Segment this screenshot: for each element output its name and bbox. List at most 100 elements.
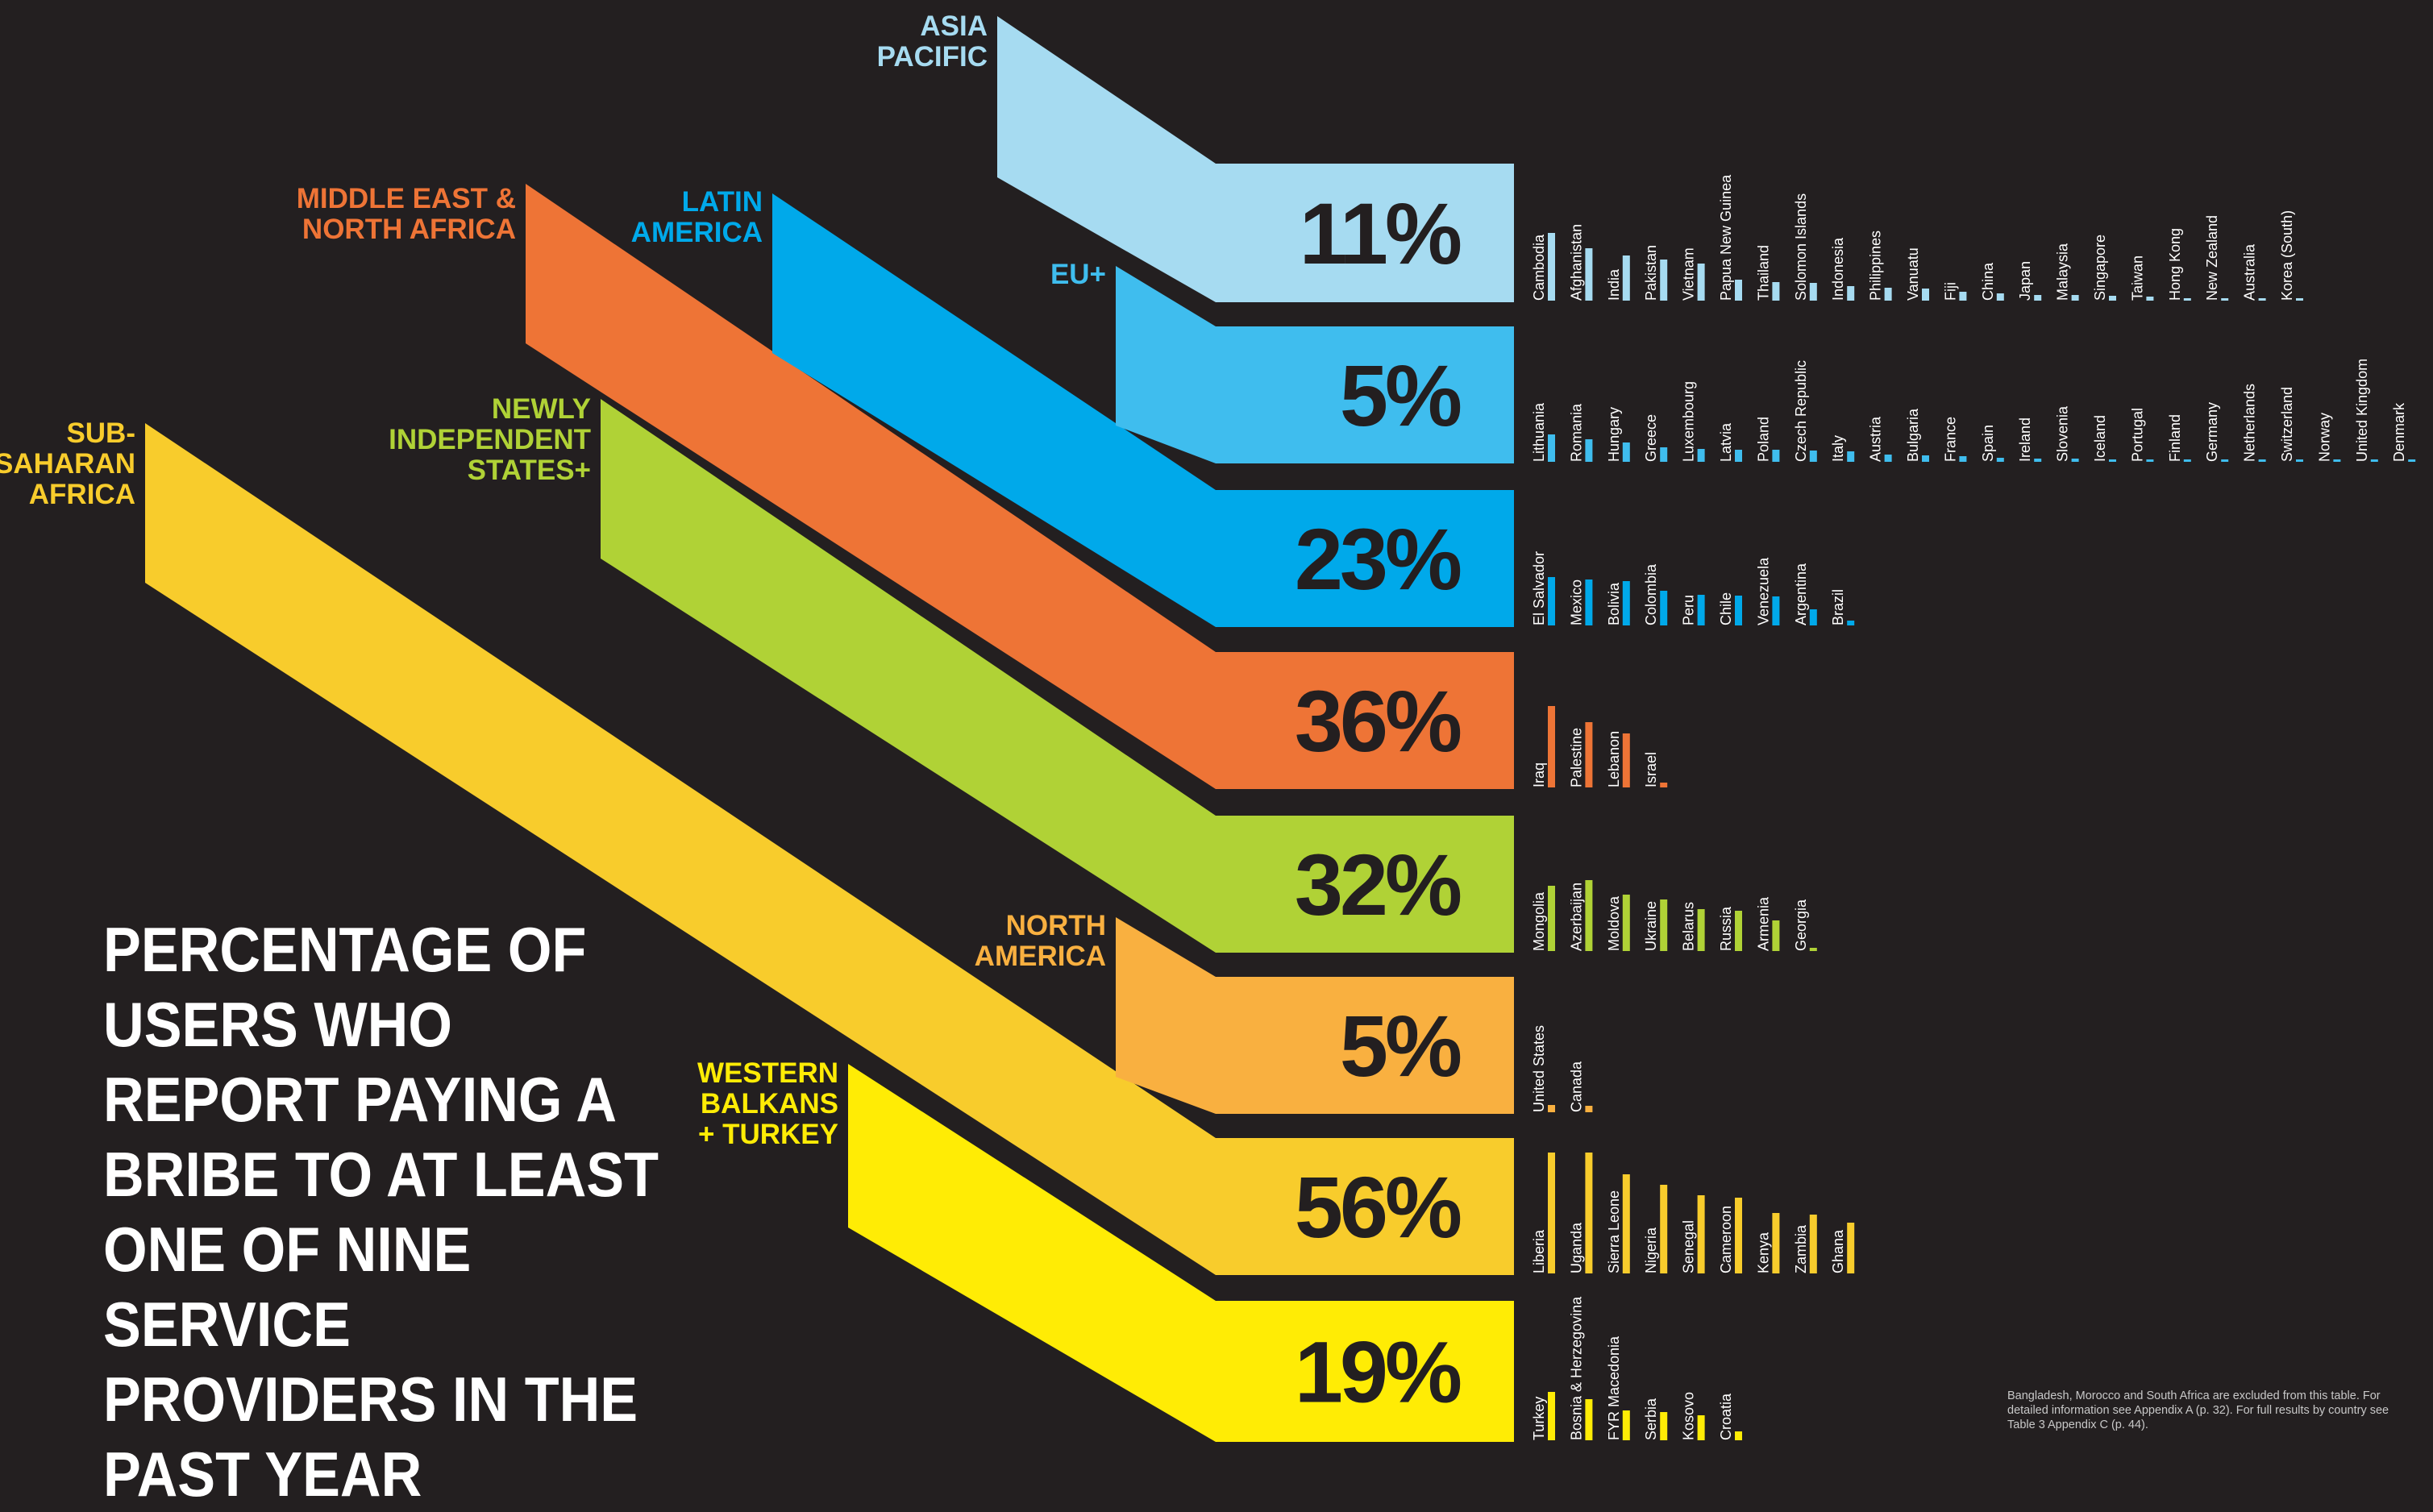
country-label: Peru (1681, 595, 1697, 625)
region-label: NEWLY (492, 393, 591, 425)
country-label: Cameroon (1718, 1206, 1734, 1273)
country-label: Sierra Leone (1606, 1190, 1622, 1273)
country-bar (1697, 1415, 1705, 1440)
country-label: Taiwan (2129, 255, 2145, 301)
country-label: United Kingdom (2354, 359, 2370, 462)
region-label: AFRICA (29, 479, 135, 510)
country-bar (1847, 286, 1855, 301)
country-label: Netherlands (2242, 384, 2258, 462)
country-bar (2146, 459, 2154, 462)
country-bar (2034, 295, 2042, 301)
region-label: ASIA (920, 10, 988, 42)
country-label: Palestine (1568, 728, 1584, 787)
percent-label: 19% (1295, 1323, 1461, 1421)
ribbon-shape (1116, 917, 1514, 1114)
country-label: Czech Republic (1793, 360, 1809, 462)
country-bar (1660, 1185, 1668, 1273)
percent-label: 11% (1300, 185, 1461, 282)
country-label: Bulgaria (1905, 408, 1921, 462)
country-bar (1660, 591, 1668, 625)
country-bar (1585, 880, 1593, 951)
country-bar (1809, 1215, 1817, 1273)
region-label: + TURKEY (698, 1119, 838, 1150)
country-label: Ghana (1830, 1229, 1846, 1273)
country-label: Azerbaijan (1568, 883, 1584, 951)
country-bar (1585, 248, 1593, 301)
country-label: Lebanon (1606, 731, 1622, 787)
country-label: Belarus (1681, 902, 1697, 951)
percent-label: 56% (1295, 1158, 1461, 1256)
country-bar (1772, 920, 1780, 951)
country-label: Moldova (1606, 895, 1622, 951)
country-label: FYR Macedonia (1606, 1335, 1622, 1440)
ribbon-shape (848, 1064, 1514, 1442)
region-label: AMERICA (631, 217, 763, 248)
country-label: Georgia (1793, 899, 1809, 951)
country-label: Mexico (1568, 579, 1584, 625)
country-label: New Zealand (2204, 215, 2220, 301)
country-label: Vietnam (1681, 247, 1697, 301)
country-series-0: Cambodia Afghanistan India Pakistan Vietnam P… (1531, 174, 2303, 301)
country-label: Colombia (1643, 563, 1659, 625)
country-series-5: United States Canada (1531, 1025, 1593, 1112)
country-bar (1996, 293, 2004, 301)
country-label: Afghanistan (1568, 224, 1584, 301)
country-label: Poland (1755, 417, 1771, 462)
country-bar (1735, 911, 1742, 951)
country-bar (1622, 255, 1630, 301)
country-bar (1697, 1195, 1705, 1273)
country-bar (1585, 722, 1593, 787)
country-label: Turkey (1531, 1397, 1547, 1440)
country-label: Venezuela (1755, 557, 1771, 625)
country-label: Russia (1718, 906, 1734, 951)
country-label: Armenia (1755, 896, 1771, 951)
country-label: Thailand (1755, 245, 1771, 301)
bribery-chart: 56%SUB-SAHARANAFRICA32%NEWLYINDEPENDENTS… (0, 10, 2416, 1442)
country-bar (2221, 459, 2229, 462)
country-bar (1922, 289, 1929, 301)
country-label: United States (1531, 1025, 1547, 1112)
region-label: SUB- (66, 417, 135, 449)
country-label: Croatia (1718, 1393, 1734, 1440)
country-label: Ukraine (1643, 901, 1659, 951)
country-label: Germany (2204, 402, 2220, 462)
region-label: AMERICA (975, 941, 1106, 972)
country-bar (2183, 298, 2191, 301)
country-bar (1548, 1105, 1555, 1112)
country-bar (1772, 1213, 1780, 1273)
country-label: Iraq (1531, 762, 1547, 787)
country-bar (1548, 886, 1555, 951)
country-label: Indonesia (1830, 237, 1846, 301)
country-label: Spain (1980, 425, 1996, 462)
country-bar (1697, 264, 1705, 301)
country-bar (2109, 296, 2116, 301)
country-bar (1809, 948, 1817, 951)
country-bar (1548, 233, 1555, 301)
country-bar (1660, 783, 1668, 787)
region-label: LATIN (682, 186, 763, 218)
region-label: WESTERN (697, 1057, 838, 1089)
country-label: Hungary (1606, 407, 1622, 462)
country-bar (2221, 298, 2229, 301)
country-bar (1697, 449, 1705, 462)
country-label: Norway (2316, 413, 2332, 462)
country-bar (1622, 581, 1630, 625)
country-bar (1772, 596, 1780, 625)
ribbon-shape (526, 184, 1514, 789)
country-label: Mongolia (1531, 891, 1547, 951)
country-bar (1959, 456, 1967, 462)
country-bar (1772, 450, 1780, 462)
country-bar (2333, 459, 2341, 462)
country-label: Uganda (1568, 1222, 1584, 1273)
country-series-2: El Salvador Mexico Bolivia Colombia Peru Chil… (1531, 551, 1855, 625)
country-label: Greece (1643, 414, 1659, 462)
country-bar (1660, 899, 1668, 951)
country-label: Luxembourg (1681, 381, 1697, 462)
country-label: Serbia (1643, 1398, 1659, 1440)
country-label: Zambia (1793, 1224, 1809, 1273)
country-label: China (1980, 262, 1996, 301)
country-bar (1622, 442, 1630, 462)
country-bar (1548, 706, 1555, 787)
region-label: BALKANS (701, 1088, 838, 1119)
